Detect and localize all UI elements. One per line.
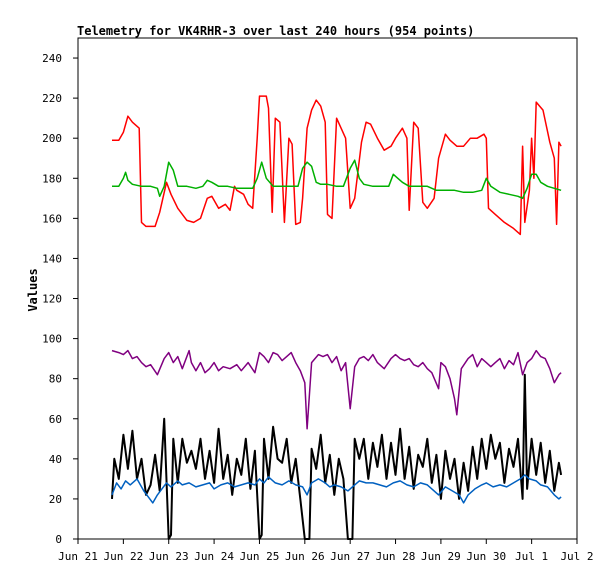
x-tick-label: Jun 25 [240,550,280,563]
series-line-0 [112,95,562,236]
y-tick-label: 20 [49,493,62,506]
y-tick-label: 240 [42,52,62,65]
x-tick-label: Jun 23 [149,550,189,563]
series-line-3 [111,373,563,540]
y-tick-label: 140 [42,252,62,265]
y-tick-label: 100 [42,333,62,346]
series-line-4 [111,474,562,504]
x-tick-label: Jun 27 [330,550,370,563]
x-tick-label: Jul 2 [560,550,593,563]
y-tick-label: 220 [42,92,62,105]
plot-area: 0 20 40 60 80 100 120 140 160 180 200 220 240 Jun 21 J… [42,37,594,563]
y-tick-label: 80 [49,373,62,386]
y-tick-label: 180 [42,172,62,185]
y-tick-label: 200 [42,132,62,145]
x-tick-label: Jun 24 [194,550,234,563]
y-tick-label: 0 [55,533,62,546]
y-tick-label: 120 [42,293,62,306]
chart-title: Telemetry for VK4RHR-3 over last 240 hou… [77,24,474,38]
x-tick-label: Jun 22 [103,550,143,563]
y-tick-label: 40 [49,453,62,466]
y-tick-label: 160 [42,212,62,225]
x-tick-label: Jul 1 [515,550,548,563]
x-tick-label: Jun 30 [466,550,506,563]
series-line-2 [111,349,562,430]
y-tick-label: 60 [49,413,62,426]
series-line-1 [112,159,562,200]
x-tick-label: Jun 26 [285,550,325,563]
x-tick-label: Jun 28 [376,550,416,563]
y-axis-label: Values [26,268,40,311]
x-tick-label: Jun 29 [421,550,461,563]
plot-frame [77,37,578,540]
x-tick-label: Jun 21 [58,550,98,563]
